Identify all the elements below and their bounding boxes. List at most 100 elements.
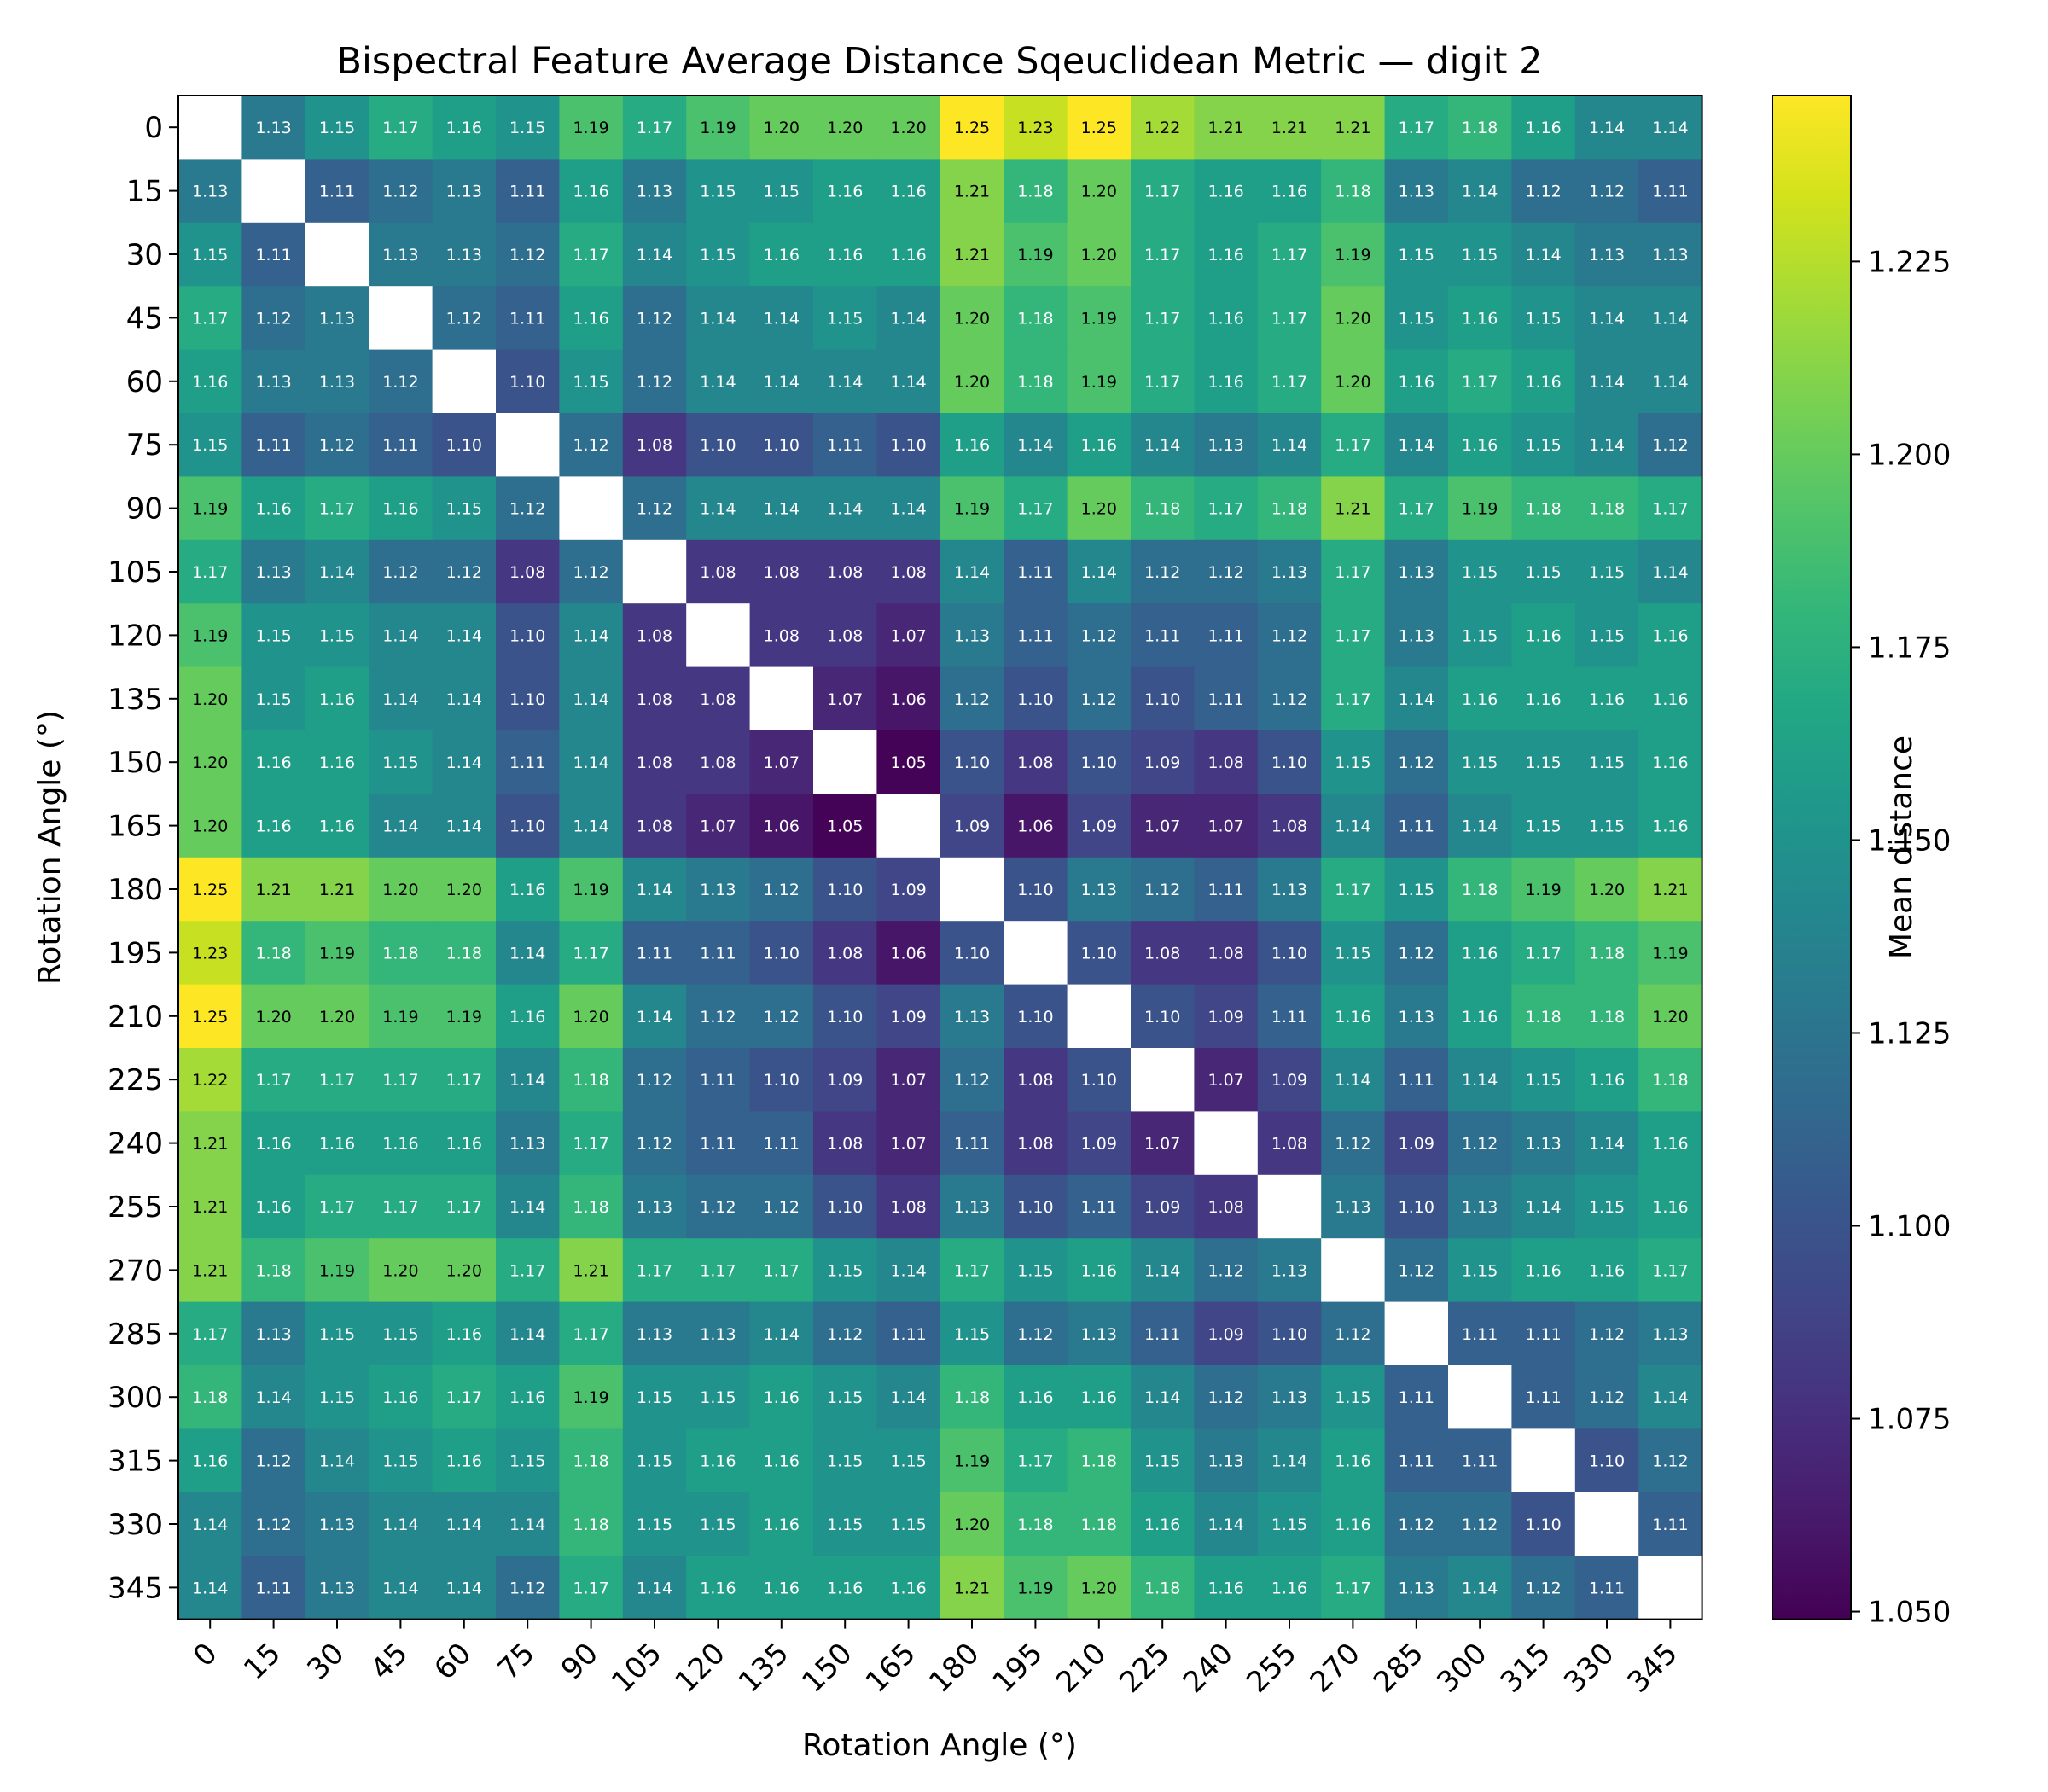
heatmap-cell <box>496 603 560 668</box>
heatmap-cell <box>1511 286 1576 351</box>
cell-value-label: 1.14 <box>700 309 736 328</box>
heatmap-cell <box>813 603 877 668</box>
heatmap-cell <box>1131 1556 1195 1620</box>
heatmap-cell <box>1574 1174 1639 1239</box>
heatmap-cell <box>622 1365 687 1429</box>
heatmap-cell <box>1257 984 1322 1049</box>
heatmap-cell <box>1574 984 1639 1049</box>
heatmap-cell <box>1384 159 1449 224</box>
heatmap-cell <box>559 1111 624 1176</box>
heatmap-cell <box>1384 222 1449 287</box>
heatmap-cell <box>559 539 624 604</box>
heatmap-cell <box>876 476 941 541</box>
heatmap-cell <box>622 1238 687 1303</box>
x-tick-label: 255 <box>1240 1637 1303 1700</box>
heatmap-cell <box>1194 96 1259 160</box>
cell-value-label: 1.15 <box>954 1325 990 1344</box>
cell-value-label: 1.14 <box>1462 817 1498 836</box>
cell-value-label: 1.08 <box>890 563 926 582</box>
cell-value-label: 1.15 <box>382 1325 418 1344</box>
heatmap-cell <box>1448 1238 1512 1303</box>
cell-value-label: 1.23 <box>1017 119 1053 137</box>
heatmap-cell <box>1384 857 1449 922</box>
heatmap-cell <box>559 984 624 1049</box>
cell-value-label: 1.14 <box>1335 817 1370 836</box>
cell-value-label: 1.07 <box>1207 817 1243 836</box>
heatmap-cell <box>940 666 1004 731</box>
cell-value-label: 1.19 <box>1462 500 1498 519</box>
cell-value-label: 1.21 <box>954 246 990 265</box>
heatmap-cell <box>1067 159 1132 224</box>
cell-value-label: 1.15 <box>319 1388 355 1407</box>
y-tick-label: 150 <box>108 746 163 780</box>
cell-value-label: 1.17 <box>637 1261 672 1280</box>
heatmap-cell <box>1511 857 1576 922</box>
heatmap-cell <box>1194 413 1259 477</box>
heatmap-cell <box>876 349 941 414</box>
heatmap-cell <box>369 1238 433 1303</box>
heatmap-cell-masked <box>1194 1111 1259 1176</box>
heatmap-cell <box>305 857 369 922</box>
heatmap-cell <box>432 1492 497 1556</box>
heatmap-cell <box>369 539 433 604</box>
heatmap-cell <box>686 1238 751 1303</box>
heatmap-cell <box>496 1048 560 1112</box>
cell-value-label: 1.14 <box>700 500 736 519</box>
heatmap-cell <box>178 1111 242 1176</box>
heatmap-cell <box>1131 222 1195 287</box>
cell-value-label: 1.14 <box>827 373 863 392</box>
cell-value-label: 1.16 <box>827 183 863 201</box>
cell-value-label: 1.13 <box>954 626 990 645</box>
cell-value-label: 1.12 <box>1525 1579 1561 1597</box>
cell-value-label: 1.15 <box>764 183 800 201</box>
cell-value-label: 1.10 <box>1017 881 1053 899</box>
cell-value-label: 1.13 <box>1207 1452 1243 1471</box>
heatmap-cell <box>1257 1428 1322 1493</box>
cell-value-label: 1.12 <box>382 563 418 582</box>
cell-value-label: 1.14 <box>890 373 926 392</box>
cell-value-label: 1.12 <box>573 436 608 455</box>
cell-value-label: 1.11 <box>509 183 545 201</box>
cell-value-label: 1.17 <box>1144 309 1180 328</box>
cell-value-label: 1.12 <box>509 1579 545 1597</box>
heatmap-cell <box>876 286 941 351</box>
cell-value-label: 1.08 <box>764 626 800 645</box>
cell-value-label: 1.20 <box>446 881 482 899</box>
heatmap-cell <box>686 666 751 731</box>
cell-value-label: 1.16 <box>1462 944 1498 963</box>
cell-value-label: 1.15 <box>446 500 482 519</box>
cell-value-label: 1.11 <box>1399 1071 1434 1090</box>
heatmap-cell <box>241 794 306 858</box>
y-tick-label: 45 <box>126 301 163 335</box>
cell-value-label: 1.14 <box>1144 1261 1180 1280</box>
cell-value-label: 1.11 <box>1589 1579 1625 1597</box>
heatmap-cell <box>1638 1048 1703 1112</box>
heatmap-cell <box>940 159 1004 224</box>
cell-value-label: 1.18 <box>1144 500 1180 519</box>
heatmap-cell <box>369 730 433 794</box>
cell-value-label: 1.09 <box>827 1071 863 1090</box>
cell-value-label: 1.17 <box>319 500 355 519</box>
cell-value-label: 1.14 <box>382 1516 418 1534</box>
cell-value-label: 1.10 <box>764 436 800 455</box>
heatmap-cell <box>1321 1301 1386 1366</box>
heatmap-cell <box>1004 730 1068 794</box>
colorbar-tick-label: 1.100 <box>1868 1210 1951 1244</box>
cell-value-label: 1.14 <box>446 690 482 709</box>
heatmap-cell <box>178 666 242 731</box>
cell-value-label: 1.12 <box>827 1325 863 1344</box>
cell-value-label: 1.18 <box>1017 309 1053 328</box>
heatmap-cell <box>1638 921 1703 986</box>
heatmap-cell <box>305 1174 369 1239</box>
cell-value-label: 1.17 <box>573 246 608 265</box>
cell-value-label: 1.16 <box>382 500 418 519</box>
heatmap-cell-masked <box>496 413 560 477</box>
cell-value-label: 1.13 <box>1652 246 1688 265</box>
heatmap-cell <box>1321 539 1386 604</box>
cell-value-label: 1.21 <box>1652 881 1688 899</box>
cell-value-label: 1.16 <box>890 1579 926 1597</box>
heatmap-cell <box>241 349 306 414</box>
cell-value-label: 1.06 <box>1017 817 1053 836</box>
x-axis-label: Rotation Angle (°) <box>802 1728 1077 1763</box>
heatmap-cell <box>1638 96 1703 160</box>
